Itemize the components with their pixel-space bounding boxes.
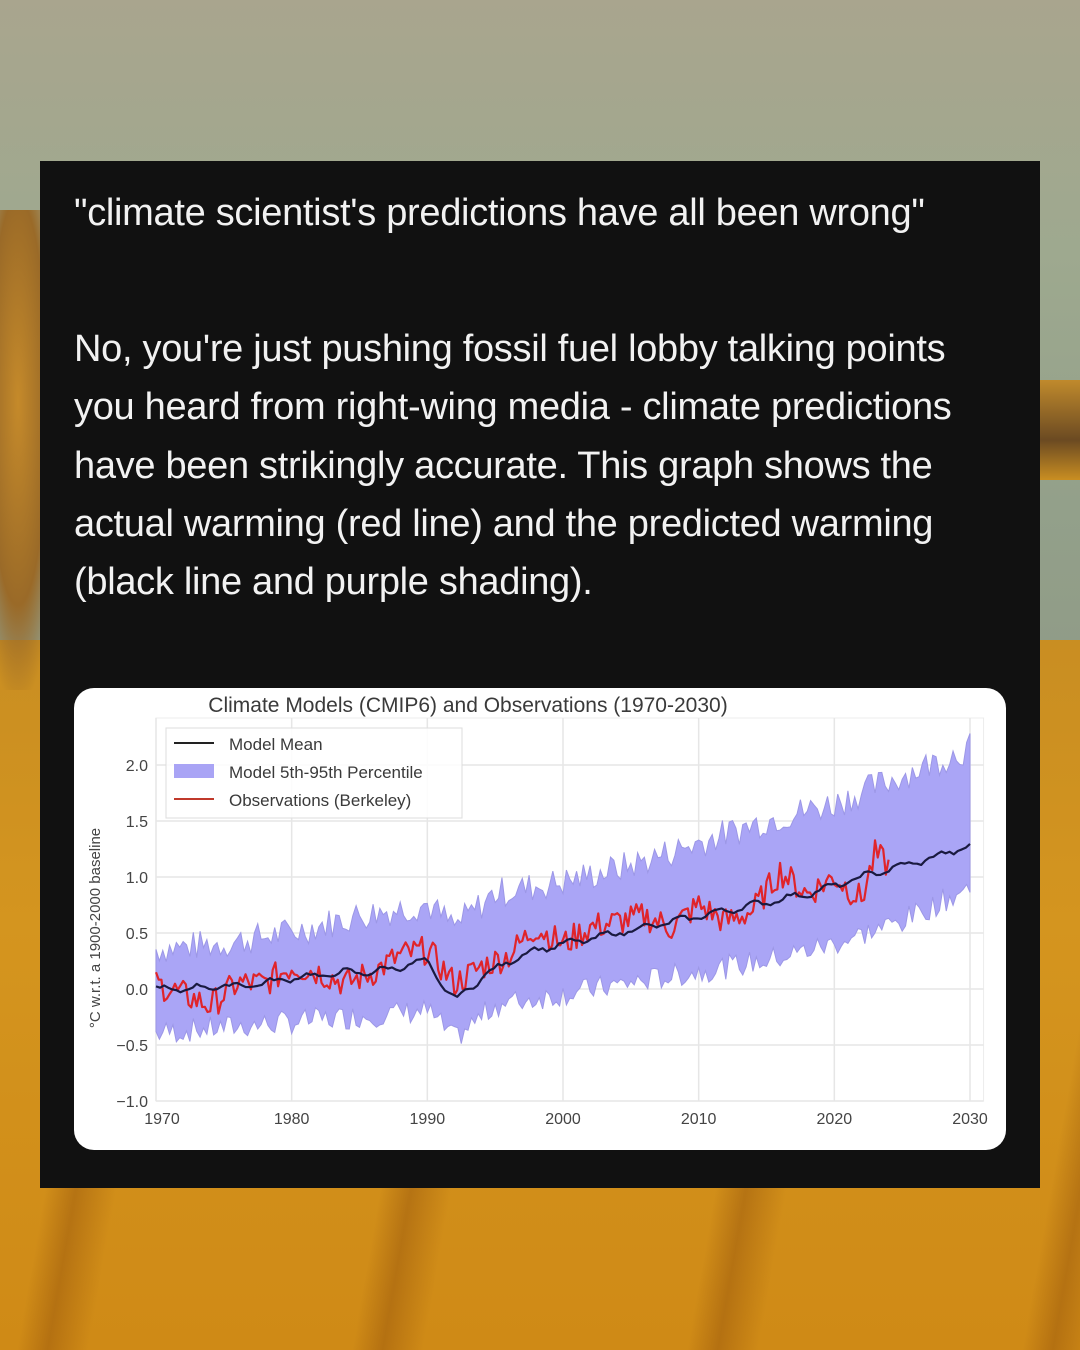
observations-line xyxy=(154,839,890,1015)
y-axis-label: °C w.r.t. a 1900-2000 baseline xyxy=(87,828,104,1028)
quoted-claim: "climate scientist's predictions have al… xyxy=(74,192,925,234)
svg-text:2030: 2030 xyxy=(952,1111,988,1128)
svg-text:−1.0: −1.0 xyxy=(116,1094,148,1111)
svg-text:1.0: 1.0 xyxy=(126,870,148,887)
model-percentile-band xyxy=(155,733,971,1044)
legend-observations: Observations (Berkeley) xyxy=(229,791,411,810)
x-axis-ticks: 1970 1980 1990 2000 2010 2020 2030 xyxy=(144,1111,988,1128)
svg-text:0.5: 0.5 xyxy=(126,926,148,943)
svg-text:1970: 1970 xyxy=(144,1111,180,1128)
svg-text:1980: 1980 xyxy=(274,1111,310,1128)
svg-text:2000: 2000 xyxy=(545,1111,581,1128)
svg-text:2.0: 2.0 xyxy=(126,758,148,775)
chart-image: Climate Models (CMIP6) and Observations … xyxy=(74,688,1006,1150)
svg-text:0.0: 0.0 xyxy=(126,982,148,999)
svg-text:2010: 2010 xyxy=(681,1111,717,1128)
climate-chart: Climate Models (CMIP6) and Observations … xyxy=(87,694,988,1128)
model-mean-line xyxy=(155,843,971,998)
svg-text:1.5: 1.5 xyxy=(126,814,148,831)
svg-text:2020: 2020 xyxy=(817,1111,853,1128)
y-axis-ticks: 2.0 1.5 1.0 0.5 0.0 −0.5 −1.0 xyxy=(116,758,148,1111)
chart-title: Climate Models (CMIP6) and Observations … xyxy=(208,694,727,717)
legend-band: Model 5th-95th Percentile xyxy=(229,763,423,782)
legend-model-mean: Model Mean xyxy=(229,735,323,754)
legend-band-swatch xyxy=(174,764,214,778)
svg-text:−0.5: −0.5 xyxy=(116,1038,148,1055)
svg-text:1990: 1990 xyxy=(410,1111,446,1128)
chart-legend: Model Mean Model 5th-95th Percentile Obs… xyxy=(165,727,463,819)
reply-text: No, you're just pushing fossil fuel lobb… xyxy=(74,328,952,604)
